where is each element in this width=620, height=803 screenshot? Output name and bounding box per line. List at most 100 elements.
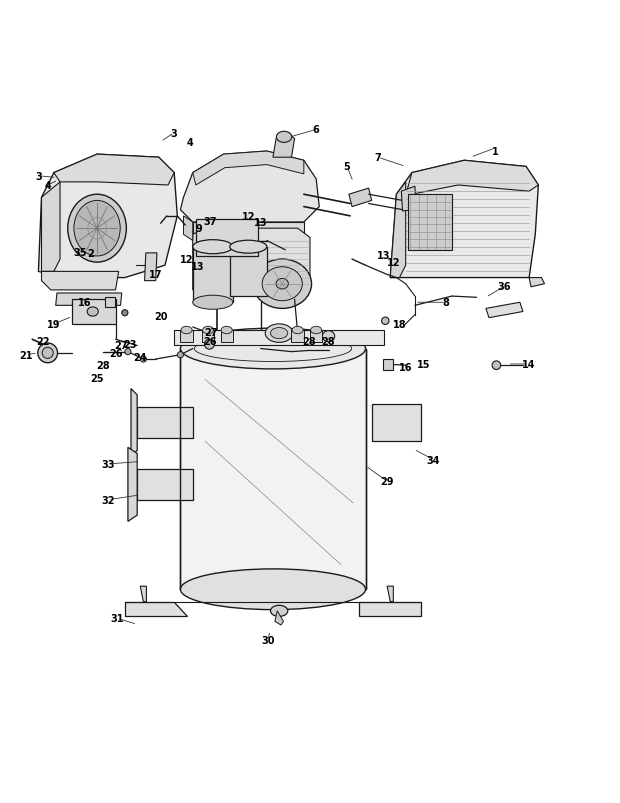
Ellipse shape xyxy=(270,605,288,617)
Polygon shape xyxy=(196,220,257,257)
Text: 9: 9 xyxy=(195,224,202,234)
Text: 28: 28 xyxy=(97,361,110,371)
Text: 1: 1 xyxy=(492,147,498,157)
Polygon shape xyxy=(193,222,304,241)
Text: 29: 29 xyxy=(381,477,394,487)
Text: 23: 23 xyxy=(123,340,136,350)
Polygon shape xyxy=(174,331,384,346)
Text: 4: 4 xyxy=(44,181,51,191)
Text: 36: 36 xyxy=(498,282,511,291)
Ellipse shape xyxy=(180,328,366,369)
Text: 31: 31 xyxy=(111,613,124,623)
Ellipse shape xyxy=(322,331,335,342)
Polygon shape xyxy=(291,331,304,343)
Text: 13: 13 xyxy=(378,251,391,261)
Ellipse shape xyxy=(262,267,303,301)
Text: 24: 24 xyxy=(133,353,147,362)
Text: 37: 37 xyxy=(203,217,217,226)
Ellipse shape xyxy=(125,349,131,355)
Polygon shape xyxy=(387,586,393,601)
Polygon shape xyxy=(125,601,187,616)
Ellipse shape xyxy=(87,308,99,316)
Polygon shape xyxy=(529,278,544,287)
Polygon shape xyxy=(390,182,405,278)
Polygon shape xyxy=(202,331,215,343)
Ellipse shape xyxy=(277,132,292,143)
Ellipse shape xyxy=(381,318,389,325)
Text: 17: 17 xyxy=(149,270,162,280)
Text: 18: 18 xyxy=(392,320,406,329)
Text: 16: 16 xyxy=(78,298,92,308)
Text: 20: 20 xyxy=(154,312,167,321)
Text: 6: 6 xyxy=(313,125,319,135)
Polygon shape xyxy=(140,586,146,601)
Ellipse shape xyxy=(122,310,128,316)
Polygon shape xyxy=(73,300,115,324)
Text: 3: 3 xyxy=(171,128,177,138)
Text: 35: 35 xyxy=(74,247,87,257)
Polygon shape xyxy=(105,298,115,308)
Polygon shape xyxy=(310,331,322,343)
Ellipse shape xyxy=(193,240,233,255)
Ellipse shape xyxy=(221,327,232,334)
Polygon shape xyxy=(131,389,137,457)
Polygon shape xyxy=(137,408,193,438)
Polygon shape xyxy=(42,272,118,291)
Text: 16: 16 xyxy=(399,363,412,373)
Text: 7: 7 xyxy=(374,153,381,163)
Ellipse shape xyxy=(68,195,126,263)
Polygon shape xyxy=(56,294,122,306)
Polygon shape xyxy=(137,469,193,500)
Text: 2: 2 xyxy=(87,249,94,259)
Text: 12: 12 xyxy=(180,255,193,265)
Text: 22: 22 xyxy=(37,336,50,346)
Text: 3: 3 xyxy=(35,172,42,181)
Ellipse shape xyxy=(38,344,58,363)
Text: 21: 21 xyxy=(19,350,33,361)
Text: 27: 27 xyxy=(113,341,127,351)
Text: 13: 13 xyxy=(254,218,267,228)
Text: 14: 14 xyxy=(523,360,536,369)
Text: 30: 30 xyxy=(261,636,275,646)
Text: 5: 5 xyxy=(343,162,350,172)
Polygon shape xyxy=(38,155,177,278)
Text: ereplacementparts.com: ereplacementparts.com xyxy=(248,402,372,413)
Polygon shape xyxy=(383,360,393,370)
Polygon shape xyxy=(405,161,538,196)
Polygon shape xyxy=(349,189,372,207)
Polygon shape xyxy=(193,152,304,185)
Polygon shape xyxy=(390,161,538,278)
Polygon shape xyxy=(275,611,283,626)
Text: 15: 15 xyxy=(417,360,431,369)
Polygon shape xyxy=(180,331,193,343)
Text: 26: 26 xyxy=(109,349,122,358)
Bar xyxy=(230,247,267,296)
Text: 32: 32 xyxy=(102,495,115,505)
Ellipse shape xyxy=(42,348,53,359)
Ellipse shape xyxy=(180,569,366,609)
Ellipse shape xyxy=(311,327,322,334)
Ellipse shape xyxy=(276,279,288,290)
Polygon shape xyxy=(221,331,233,343)
Text: 13: 13 xyxy=(191,262,205,272)
Text: 34: 34 xyxy=(427,455,440,465)
Text: 4: 4 xyxy=(186,137,193,148)
Text: 26: 26 xyxy=(203,336,217,346)
Text: 8: 8 xyxy=(442,298,450,308)
Text: 19: 19 xyxy=(47,320,61,329)
Polygon shape xyxy=(193,229,310,291)
Ellipse shape xyxy=(181,327,192,334)
Ellipse shape xyxy=(230,241,267,254)
Polygon shape xyxy=(180,349,366,589)
Text: 28: 28 xyxy=(302,336,316,346)
Ellipse shape xyxy=(203,327,214,334)
Polygon shape xyxy=(180,152,319,222)
Polygon shape xyxy=(273,133,294,158)
Ellipse shape xyxy=(140,357,146,363)
Polygon shape xyxy=(486,303,523,318)
Text: 27: 27 xyxy=(205,328,218,337)
Ellipse shape xyxy=(253,259,311,309)
Polygon shape xyxy=(144,254,157,281)
Ellipse shape xyxy=(270,328,288,339)
Text: 25: 25 xyxy=(91,373,104,384)
